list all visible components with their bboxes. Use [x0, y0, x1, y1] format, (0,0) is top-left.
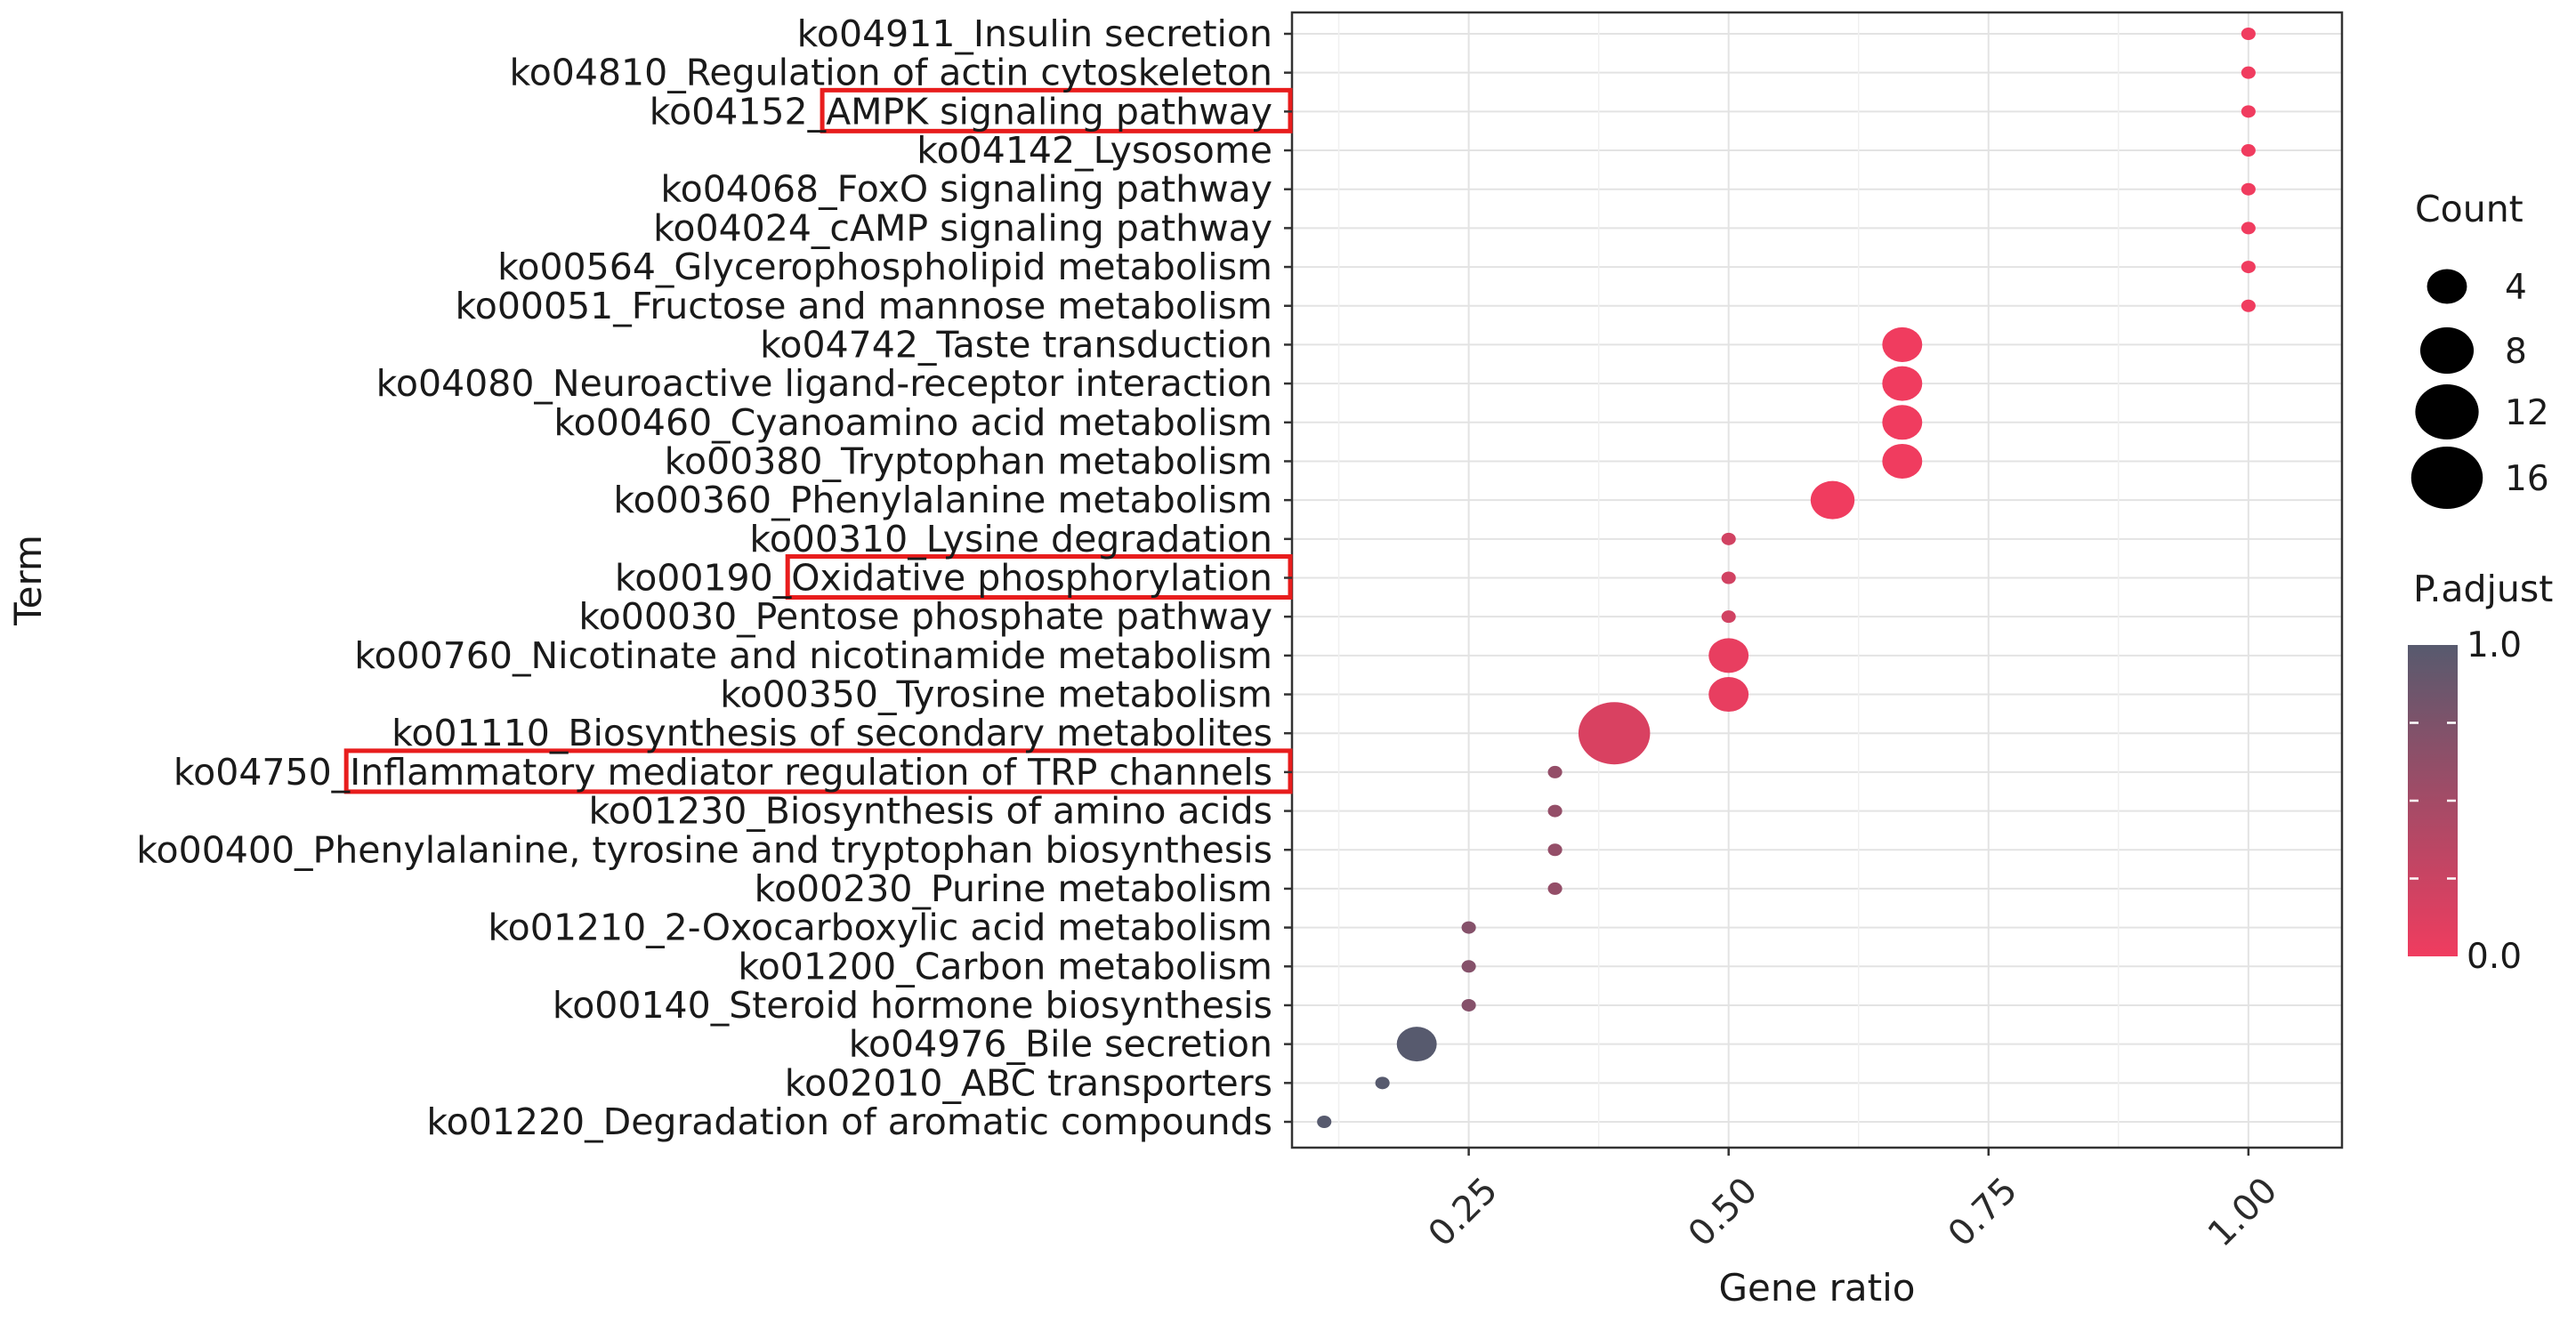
- count-legend-label: 16: [2505, 459, 2549, 499]
- term-label: ko00760_Nicotinate and nicotinamide meta…: [354, 634, 1272, 677]
- term-label: ko04142_Lysosome: [917, 129, 1272, 172]
- data-point: [1547, 804, 1563, 818]
- term-label: ko04152_AMPK signaling pathway: [650, 90, 1272, 133]
- term-label: ko00460_Cyanoamino acid metabolism: [553, 401, 1272, 444]
- data-point: [1882, 326, 1923, 362]
- term-label: ko02010_ABC transporters: [785, 1061, 1272, 1104]
- gridlines: [1292, 12, 2342, 1148]
- term-label: ko04750_Inflammatory mediator regulation…: [174, 751, 1272, 794]
- term-label: ko04024_cAMP signaling pathway: [653, 206, 1272, 249]
- data-point: [1461, 998, 1476, 1012]
- padjust-legend-title: P.adjust: [2413, 568, 2553, 610]
- padjust-legend: P.adjust 1.0 0.0: [2408, 568, 2553, 977]
- y-axis-title: Term: [6, 535, 50, 626]
- data-point: [1882, 366, 1923, 401]
- term-label: ko04976_Bile secretion: [849, 1023, 1272, 1066]
- term-label: ko00230_Purine metabolism: [755, 867, 1272, 910]
- term-label: ko01210_2-Oxocarboxylic acid metabolism: [488, 907, 1272, 949]
- term-label: ko00051_Fructose and mannose metabolism: [455, 285, 1272, 327]
- term-label: ko04068_FoxO signaling pathway: [660, 168, 1272, 211]
- count-legend-title: Count: [2415, 188, 2524, 230]
- term-label: ko01200_Carbon metabolism: [738, 945, 1272, 987]
- count-legend-label: 12: [2505, 393, 2549, 433]
- data-point: [1461, 960, 1476, 973]
- data-point: [1317, 1116, 1332, 1128]
- term-label: ko04080_Neuroactive ligand-receptor inte…: [376, 362, 1272, 405]
- term-label: ko00030_Pentose phosphate pathway: [578, 595, 1272, 638]
- term-label: ko00400_Phenylalanine, tyrosine and tryp…: [136, 828, 1272, 871]
- data-point: [2241, 299, 2256, 312]
- data-point: [1547, 843, 1563, 857]
- term-label: ko00360_Phenylalanine metabolism: [613, 479, 1272, 521]
- data-point: [1578, 702, 1651, 765]
- data-point: [2241, 105, 2256, 118]
- data-points: [1317, 28, 2256, 1128]
- data-point: [1721, 571, 1736, 584]
- count-legend-label: 8: [2505, 332, 2527, 372]
- count-legend-key: [2410, 447, 2483, 509]
- term-label: ko00190_Oxidative phosphorylation: [615, 557, 1272, 600]
- term-label: ko01110_Biosynthesis of secondary metabo…: [392, 712, 1272, 754]
- term-label: ko01220_Degradation of aromatic compound…: [426, 1100, 1272, 1143]
- y-axis-ticks: [1284, 32, 1292, 1124]
- count-legend: Count 4 8 12 16: [2410, 188, 2549, 509]
- count-legend-key: [2427, 269, 2467, 304]
- data-point: [1547, 882, 1563, 895]
- term-label: ko00310_Lysine degradation: [749, 518, 1272, 560]
- data-point: [1721, 610, 1736, 624]
- term-label: ko00350_Tyrosine metabolism: [720, 673, 1272, 716]
- count-legend-key: [2419, 326, 2475, 375]
- term-label: ko00140_Steroid hormone biosynthesis: [553, 984, 1272, 1027]
- data-point: [1375, 1076, 1390, 1090]
- x-axis-ticks: [1467, 1148, 2250, 1156]
- data-point: [1882, 443, 1923, 479]
- count-legend-key: [2415, 384, 2479, 439]
- x-axis-title: Gene ratio: [1718, 1266, 1915, 1310]
- data-point: [1882, 405, 1923, 440]
- term-label: ko00564_Glycerophospholipid metabolism: [497, 246, 1272, 288]
- term-label: ko04810_Regulation of actin cytoskeleton: [509, 52, 1272, 94]
- data-point: [1547, 765, 1563, 778]
- data-point: [1396, 1027, 1437, 1062]
- data-point: [2241, 144, 2256, 157]
- term-label: ko04742_Taste transduction: [760, 323, 1272, 366]
- data-point: [2241, 28, 2256, 40]
- y-axis-term-labels: ko04911_Insulin secretionko04810_Regulat…: [136, 12, 1272, 1143]
- data-point: [1721, 532, 1736, 545]
- data-point: [2241, 222, 2256, 235]
- padjust-legend-min-label: 0.0: [2467, 937, 2522, 977]
- data-point: [1461, 921, 1476, 934]
- padjust-colorbar-ticks: [2410, 721, 2456, 880]
- term-label: ko01230_Biosynthesis of amino acids: [589, 790, 1273, 833]
- data-point: [2241, 182, 2256, 196]
- count-legend-label: 4: [2505, 268, 2527, 308]
- data-point: [2241, 66, 2256, 79]
- term-label: ko04911_Insulin secretion: [797, 12, 1272, 55]
- data-point: [1810, 480, 1855, 520]
- data-point: [1708, 677, 1749, 713]
- data-point: [1708, 638, 1749, 673]
- padjust-legend-max-label: 1.0: [2467, 625, 2522, 665]
- data-point: [2241, 261, 2256, 274]
- term-label: ko00380_Tryptophan metabolism: [665, 439, 1272, 482]
